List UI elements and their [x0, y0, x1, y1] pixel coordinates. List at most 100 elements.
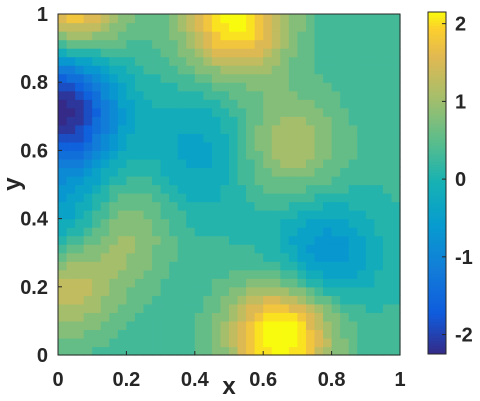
contour-cell	[254, 278, 264, 288]
contour-cell	[83, 73, 93, 83]
contour-cell	[152, 90, 162, 100]
contour-cell	[177, 303, 187, 313]
contour-cell	[194, 193, 204, 203]
contour-cell	[177, 218, 187, 228]
contour-cell	[254, 346, 264, 356]
contour-cell	[229, 22, 239, 32]
contour-cell	[288, 73, 298, 83]
contour-cell	[288, 107, 298, 117]
contour-cell	[160, 193, 170, 203]
contour-cell	[382, 184, 393, 194]
contour-cell	[75, 48, 85, 58]
contour-cell	[297, 82, 307, 92]
colorbar-swatch	[428, 260, 446, 264]
contour-cell	[58, 116, 68, 126]
contour-cell	[58, 82, 68, 92]
contour-cell	[365, 193, 375, 203]
contour-cell	[254, 218, 264, 228]
contour-cell	[297, 73, 307, 83]
contour-cell	[280, 158, 290, 169]
contour-cell	[177, 107, 187, 117]
contour-cell	[374, 193, 384, 203]
contour-cell	[365, 252, 375, 262]
contour-cell	[280, 22, 290, 32]
contour-cell	[186, 48, 196, 58]
contour-cell	[382, 312, 393, 322]
contour-cell	[126, 337, 136, 348]
contour-cell	[66, 210, 76, 220]
contour-cell	[134, 141, 145, 152]
contour-cell	[203, 73, 213, 83]
contour-cell	[109, 31, 119, 41]
colorbar-swatch	[428, 129, 446, 133]
contour-cell	[254, 303, 264, 313]
colorbar-swatch	[428, 225, 446, 229]
contour-cell	[348, 337, 358, 348]
contour-cell	[323, 175, 333, 186]
contour-cell	[357, 252, 367, 262]
contour-cell	[323, 320, 333, 331]
contour-cell	[117, 158, 127, 169]
contour-cell	[126, 48, 136, 58]
contour-cell	[297, 278, 307, 288]
contour-cell	[143, 107, 153, 117]
contour-cell	[186, 22, 196, 32]
contour-cell	[288, 210, 298, 220]
contour-cell	[237, 184, 247, 194]
contour-cell	[194, 303, 204, 313]
contour-cell	[246, 337, 256, 348]
contour-cell	[143, 295, 153, 305]
contour-cell	[126, 158, 136, 169]
contour-cell	[152, 244, 162, 254]
contour-cell	[211, 56, 222, 66]
contour-cell	[288, 22, 298, 32]
contour-cell	[100, 48, 110, 58]
contour-cell	[331, 175, 341, 186]
contour-cell	[323, 22, 333, 32]
contour-cell	[331, 210, 341, 220]
contour-cell	[211, 261, 222, 271]
contour-cell	[314, 39, 324, 49]
contour-cell	[365, 116, 375, 126]
contour-cell	[117, 22, 127, 32]
contour-cell	[357, 210, 367, 220]
contour-cell	[194, 158, 204, 169]
contour-cell	[340, 244, 350, 254]
contour-cell	[177, 56, 187, 66]
contour-cell	[92, 65, 102, 75]
contour-cell	[83, 312, 93, 322]
contour-cell	[220, 167, 230, 177]
contour-cell	[340, 116, 350, 126]
contour-cell	[100, 167, 110, 177]
contour-cell	[348, 14, 358, 24]
contour-cell	[323, 150, 333, 160]
contour-cell	[126, 31, 136, 41]
colorbar-swatch	[428, 217, 446, 221]
contour-cell	[152, 82, 162, 92]
contour-cell	[365, 261, 375, 271]
contour-cell	[126, 141, 136, 152]
contour-cell	[365, 14, 375, 24]
contour-cell	[194, 31, 204, 41]
contour-cell	[126, 65, 136, 75]
contour-cell	[314, 201, 324, 211]
contour-cell	[186, 14, 196, 24]
contour-cell	[271, 82, 281, 92]
contour-cell	[109, 201, 119, 211]
contour-cell	[348, 320, 358, 331]
contour-cell	[169, 175, 179, 186]
contour-cell	[297, 244, 307, 254]
contour-cell	[126, 269, 136, 279]
contour-cell	[357, 107, 367, 117]
contour-cell	[365, 107, 375, 117]
contour-cell	[271, 14, 281, 24]
contour-cell	[220, 22, 230, 32]
contour-cell	[357, 184, 367, 194]
contour-cell	[357, 320, 367, 331]
contour-cell	[374, 269, 384, 279]
contour-cell	[109, 65, 119, 75]
contour-cell	[194, 150, 204, 160]
contour-cell	[374, 124, 384, 134]
contour-cell	[143, 303, 153, 313]
contour-cell	[271, 193, 281, 203]
